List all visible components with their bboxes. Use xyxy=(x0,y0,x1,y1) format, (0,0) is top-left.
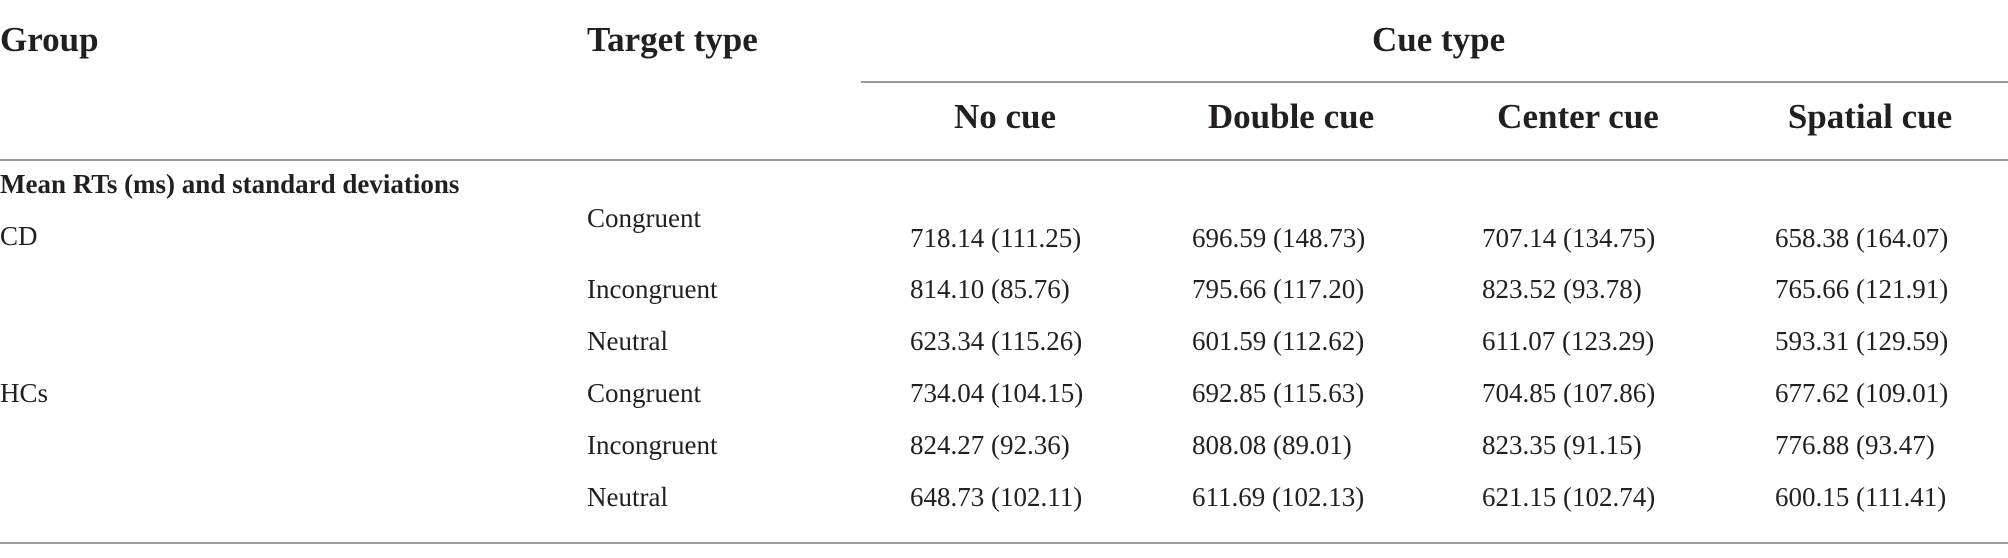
column-header-spatial-cue: Spatial cue xyxy=(1787,97,1953,136)
column-header-center-cue: Center cue xyxy=(1497,97,1659,136)
cue-type-header: Cue type xyxy=(1372,20,1506,59)
table-cell: 611.69 (102.13) xyxy=(1192,482,1365,512)
table-cell: 623.34 (115.26) xyxy=(910,326,1083,356)
group-label-cd: CD xyxy=(0,221,38,251)
target-label: Congruent xyxy=(587,378,701,408)
table-cell: 814.10 (85.76) xyxy=(910,274,1070,304)
group-column-header: Group xyxy=(0,20,99,59)
header-bottom-rule xyxy=(0,159,2008,161)
table-cell: 611.07 (123.29) xyxy=(1482,326,1655,356)
table-bottom-rule xyxy=(0,542,2008,544)
target-label: Congruent xyxy=(587,203,701,233)
column-header-no-cue: No cue xyxy=(953,97,1057,136)
cue-type-underline xyxy=(861,81,2008,83)
table-cell: 658.38 (164.07) xyxy=(1775,223,1949,253)
table-cell: 692.85 (115.63) xyxy=(1192,378,1365,408)
table-cell: 824.27 (92.36) xyxy=(910,430,1070,460)
table-cell: 677.62 (109.01) xyxy=(1775,378,1949,408)
target-label: Incongruent xyxy=(587,430,718,460)
table-cell: 718.14 (111.25) xyxy=(910,223,1082,253)
target-label: Neutral xyxy=(587,482,668,512)
section-title: Mean RTs (ms) and standard deviations xyxy=(0,169,460,199)
table-cell: 734.04 (104.15) xyxy=(910,378,1084,408)
table-cell: 707.14 (134.75) xyxy=(1482,223,1656,253)
target-label: Neutral xyxy=(587,326,668,356)
group-label-hcs: HCs xyxy=(0,378,49,408)
target-label: Incongruent xyxy=(587,274,718,304)
table-cell: 593.31 (129.59) xyxy=(1775,326,1949,356)
table-cell: 600.15 (111.41) xyxy=(1775,482,1947,512)
table-cell: 776.88 (93.47) xyxy=(1775,430,1935,460)
table-cell: 621.15 (102.74) xyxy=(1482,482,1656,512)
table-cell: 704.85 (107.86) xyxy=(1482,378,1656,408)
table-cell: 795.66 (117.20) xyxy=(1192,274,1365,304)
table-cell: 808.08 (89.01) xyxy=(1192,430,1352,460)
target-type-column-header: Target type xyxy=(587,20,758,59)
table-cell: 823.52 (93.78) xyxy=(1482,274,1642,304)
table-cell: 696.59 (148.73) xyxy=(1192,223,1366,253)
table-cell: 765.66 (121.91) xyxy=(1775,274,1949,304)
table-cell: 601.59 (112.62) xyxy=(1192,326,1365,356)
table-cell: 823.35 (91.15) xyxy=(1482,430,1642,460)
table-cell: 648.73 (102.11) xyxy=(910,482,1083,512)
column-header-double-cue: Double cue xyxy=(1207,97,1375,136)
